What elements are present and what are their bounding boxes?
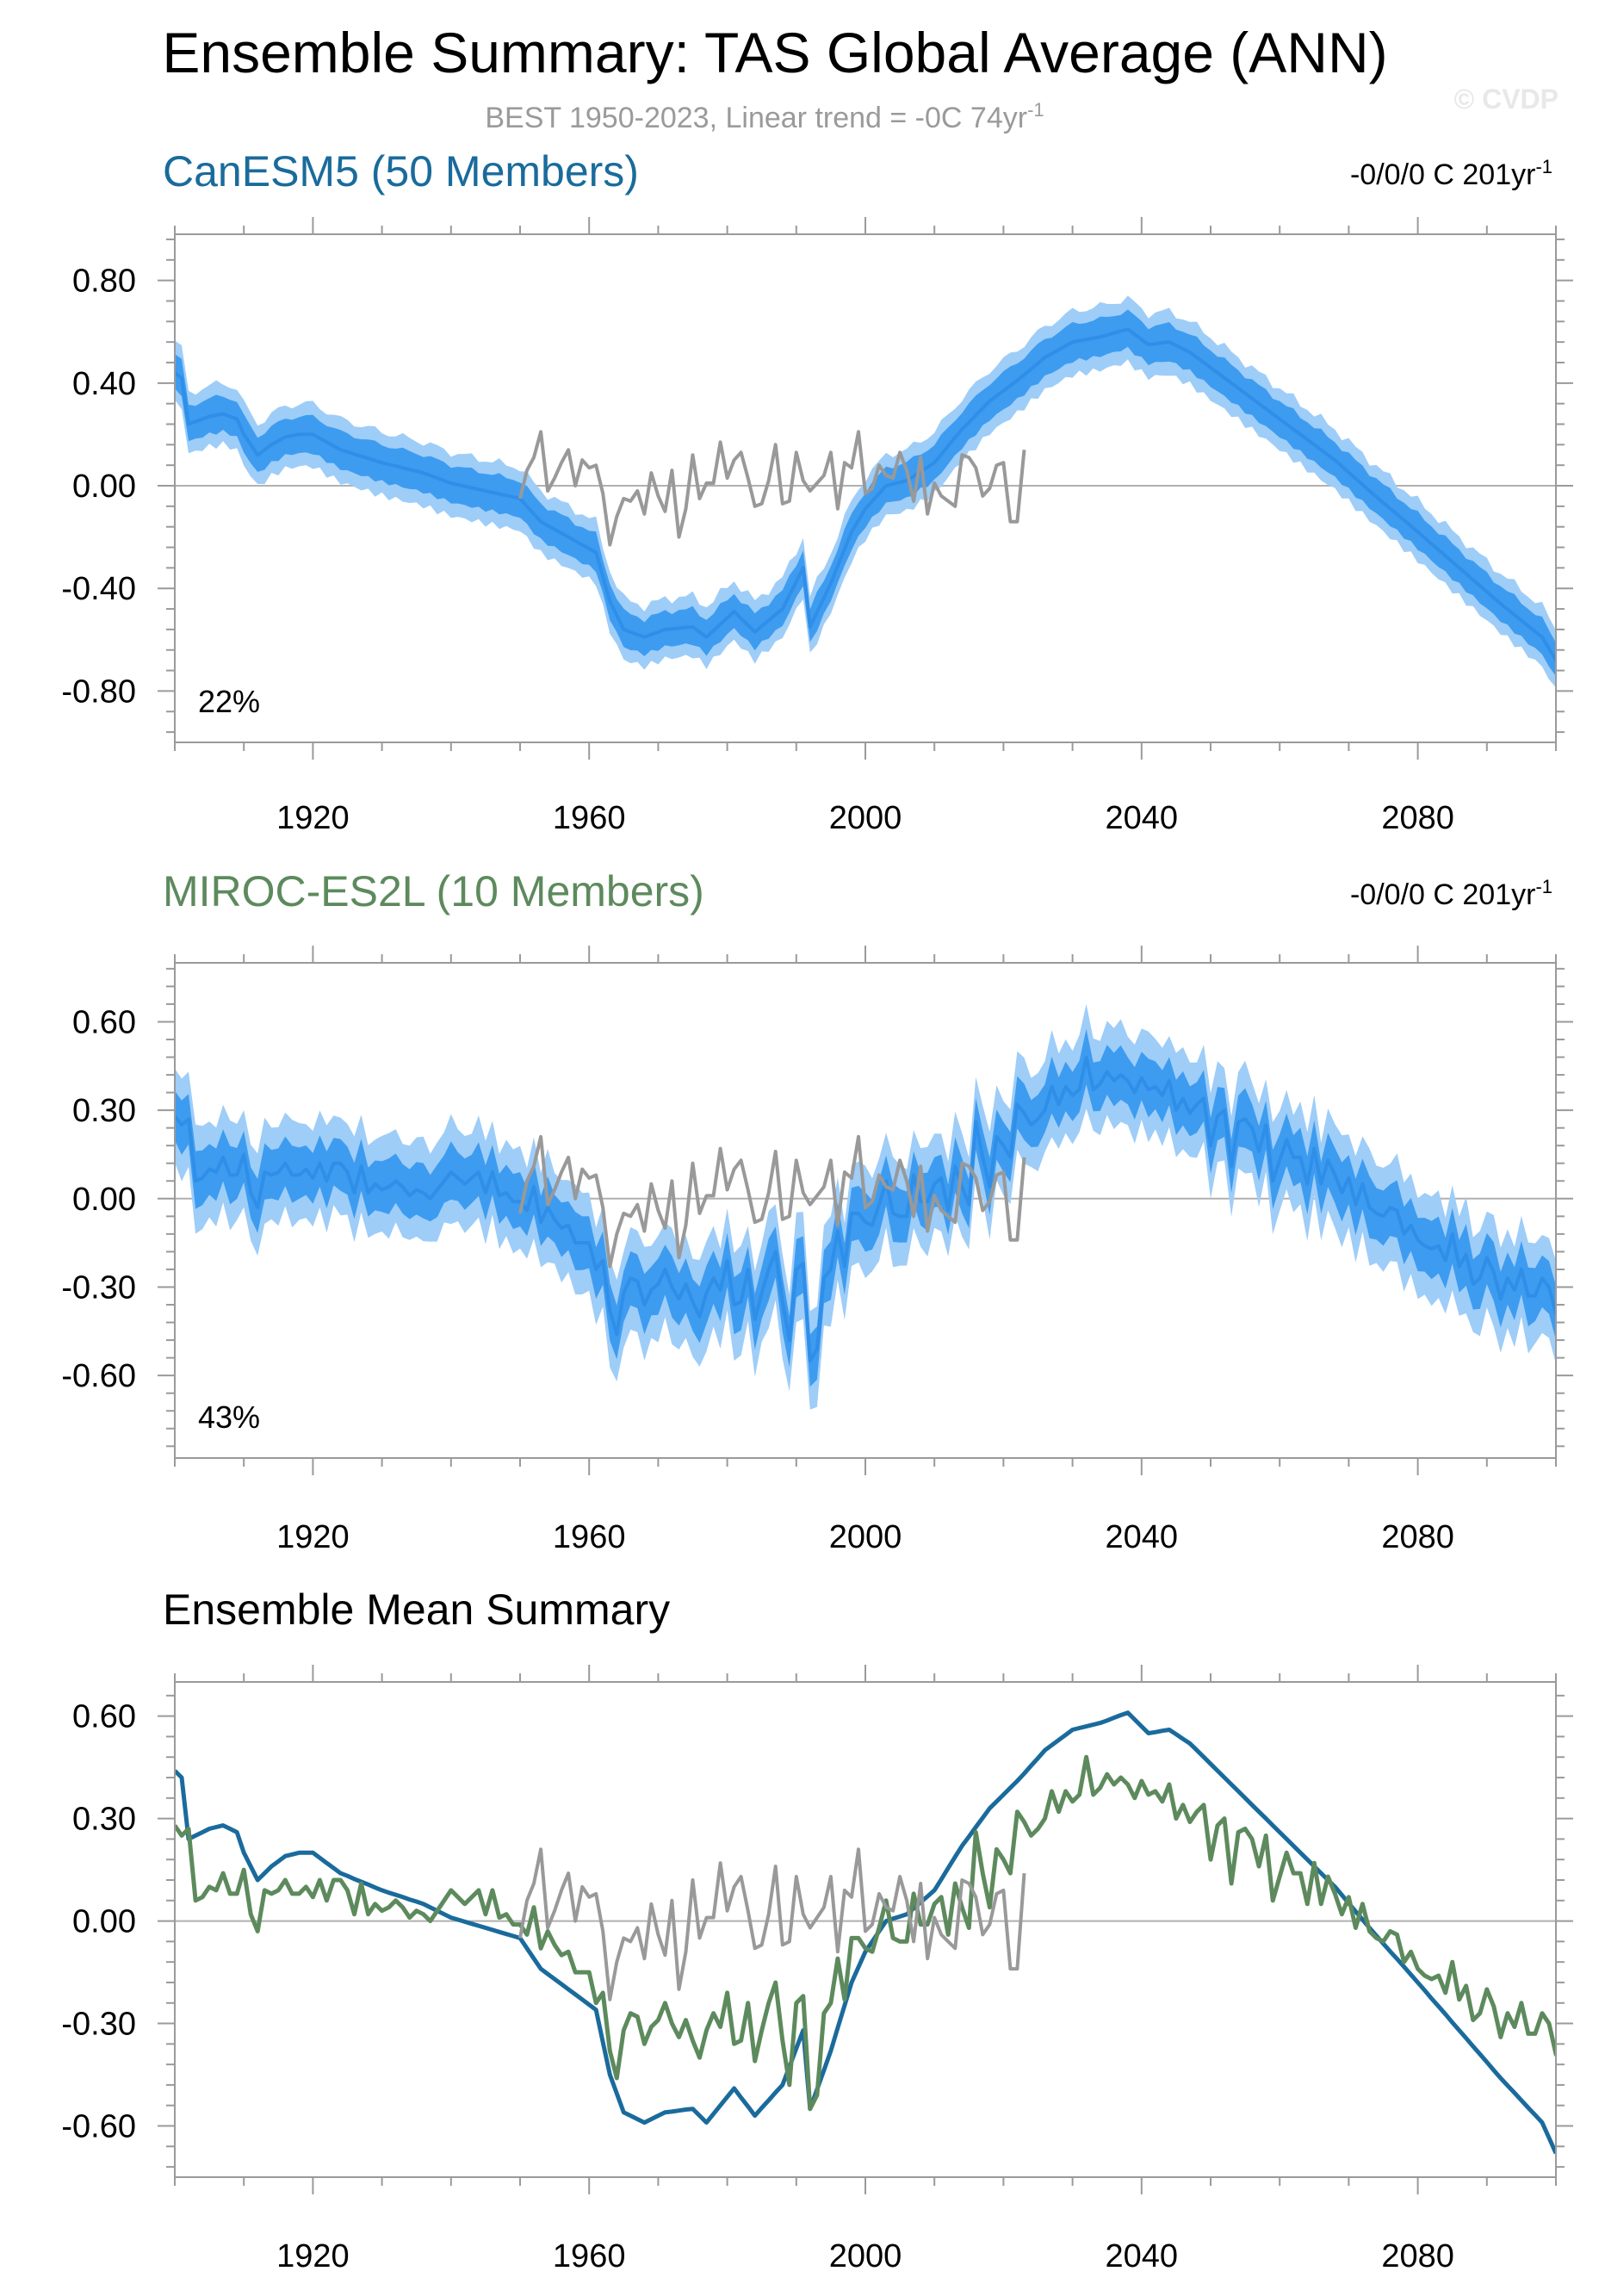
- y-tick-label: 0.30: [72, 1802, 136, 1838]
- y-tick-label: 0.40: [72, 366, 136, 402]
- x-tick-label: 1960: [553, 800, 626, 836]
- page-subtitle: BEST 1950-2023, Linear trend = -0C 74yr-…: [485, 99, 1044, 134]
- y-tick-label: 0.80: [72, 264, 136, 300]
- x-tick-label: 2080: [1381, 800, 1454, 836]
- x-tick-label: 2000: [829, 1519, 902, 1555]
- percent-label: 22%: [198, 684, 260, 719]
- y-tick-label: 0.60: [72, 1004, 136, 1040]
- x-tick-label: 1960: [553, 1519, 626, 1555]
- panel-title: CanESM5 (50 Members): [163, 147, 639, 195]
- plot-area: [175, 1003, 1556, 1410]
- plot-area: [175, 295, 1556, 688]
- x-tick-label: 1920: [276, 800, 350, 836]
- trend-label-text: -0/0/0 C 201yr: [1350, 878, 1535, 911]
- trend-label: -0/0/0 C 201yr-1: [1350, 876, 1552, 911]
- percent-label: 43%: [198, 1399, 260, 1435]
- x-tick-label: 1920: [276, 2238, 350, 2274]
- x-tick-label: 2080: [1381, 1519, 1454, 1555]
- trend-label-text: -0/0/0 C 201yr: [1350, 158, 1535, 191]
- observations-line: [518, 1847, 1026, 2001]
- y-tick-label: 0.00: [72, 1904, 136, 1940]
- trend-label-superscript: -1: [1535, 876, 1552, 897]
- chart-panel-2: MIROC-ES2L (10 Members) -0/0/0 C 201yr-1 4…: [61, 867, 1573, 1555]
- y-tick-label: 0.30: [72, 1093, 136, 1129]
- trend-label-superscript: -1: [1535, 156, 1552, 177]
- x-tick-label: 2000: [829, 2238, 902, 2274]
- inner-spread-band: [175, 309, 1556, 677]
- y-tick-label: 0.00: [72, 469, 136, 505]
- x-tick-label: 2000: [829, 800, 902, 836]
- miroc-mean-line: [175, 1754, 1556, 2112]
- observations-line: [518, 430, 1026, 547]
- observations-line: [518, 1134, 1026, 1269]
- x-tick-label: 2080: [1381, 2238, 1454, 2274]
- page-title: Ensemble Summary: TAS Global Average (AN…: [162, 21, 1387, 84]
- y-tick-label: -0.60: [61, 1358, 136, 1394]
- x-tick-label: 1960: [553, 2238, 626, 2274]
- ensemble-mean-line: [175, 327, 1556, 661]
- panels-container: CanESM5 (50 Members) -0/0/0 C 201yr-122%-…: [61, 147, 1573, 2274]
- chart-panel-1: CanESM5 (50 Members) -0/0/0 C 201yr-1 22% -…: [61, 147, 1573, 836]
- panel-title: MIROC-ES2L (10 Members): [163, 867, 704, 915]
- x-tick-label: 1920: [276, 1519, 350, 1555]
- y-tick-label: 0.00: [72, 1182, 136, 1218]
- y-tick-label: -0.40: [61, 571, 136, 607]
- y-tick-label: -0.30: [61, 1269, 136, 1306]
- y-tick-label: -0.60: [61, 2109, 136, 2145]
- page-subtitle-superscript: -1: [1027, 99, 1044, 121]
- panel-title: Ensemble Mean Summary: [163, 1585, 670, 1634]
- x-tick-label: 2040: [1106, 800, 1179, 836]
- y-tick-label: -0.30: [61, 2007, 136, 2043]
- x-tick-label: 2040: [1106, 2238, 1179, 2274]
- trend-label: -0/0/0 C 201yr-1: [1350, 156, 1552, 191]
- plot-area: [175, 1710, 1556, 2155]
- y-tick-label: 0.60: [72, 1699, 136, 1735]
- chart-panel-3: Ensemble Mean Summary -0.60 -0.30 0.00 0.30 0…: [61, 1585, 1573, 2274]
- page-subtitle-text: BEST 1950-2023, Linear trend = -0C 74yr: [485, 102, 1027, 134]
- x-tick-label: 2040: [1106, 1519, 1179, 1555]
- ensemble-mean-line: [175, 1055, 1556, 1363]
- copyright-watermark: © CVDP: [1454, 84, 1559, 115]
- y-tick-label: -0.80: [61, 673, 136, 710]
